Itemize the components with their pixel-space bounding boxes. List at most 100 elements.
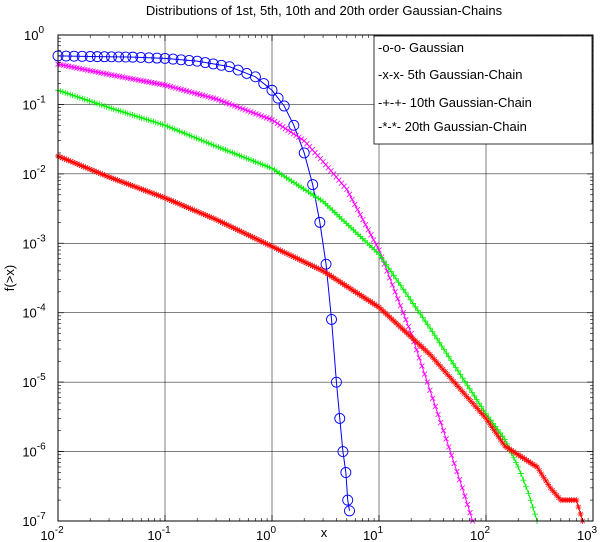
data-point-circle	[120, 51, 132, 63]
data-point-x	[389, 282, 396, 288]
data-point-star	[223, 221, 230, 228]
data-point-star	[354, 290, 361, 297]
data-point-star	[275, 246, 282, 253]
data-point-star	[271, 244, 278, 251]
data-point-star	[172, 199, 179, 206]
data-point-plus	[174, 127, 181, 134]
data-point-star	[225, 222, 232, 229]
data-point-star	[369, 300, 376, 307]
data-point-plus	[303, 187, 310, 194]
data-point-plus	[91, 99, 98, 106]
data-point-circle	[76, 50, 88, 62]
data-point-star	[429, 353, 436, 360]
data-point-plus	[290, 179, 297, 186]
data-point-plus	[436, 339, 443, 346]
data-point-star	[307, 261, 314, 268]
data-point-star	[153, 191, 160, 198]
data-point-star	[127, 182, 134, 189]
x-tick-label: 102	[470, 525, 490, 542]
data-point-star	[258, 238, 265, 245]
data-point-star	[463, 393, 470, 400]
data-point-star	[162, 194, 168, 201]
data-point-star	[174, 200, 181, 207]
data-point-star	[573, 497, 580, 504]
data-point-star	[189, 206, 196, 213]
y-tick-label: 10-2	[22, 164, 46, 182]
y-tick-label: 10-5	[22, 372, 46, 390]
data-point-star	[266, 242, 273, 249]
data-point-star	[330, 274, 337, 281]
data-point-star	[339, 280, 346, 287]
x-tick-label: 10-1	[147, 525, 171, 542]
data-point-plus	[205, 140, 212, 147]
data-point-star	[213, 216, 220, 223]
data-point-plus	[59, 88, 66, 95]
data-point-plus	[412, 303, 419, 310]
data-point-x	[419, 363, 425, 369]
data-point-plus	[517, 470, 524, 477]
data-point-x	[370, 237, 377, 243]
data-point-plus	[162, 122, 168, 129]
data-point-plus	[278, 171, 285, 178]
data-point-star	[303, 259, 310, 266]
data-point-star	[116, 178, 123, 185]
data-point-star	[247, 233, 254, 240]
data-point-plus	[471, 392, 478, 399]
data-point-star	[95, 169, 102, 176]
series-layer	[52, 50, 586, 524]
data-point-star	[439, 366, 446, 373]
data-point-plus	[402, 289, 409, 296]
data-point-x	[392, 289, 398, 295]
data-point-x	[467, 509, 473, 516]
data-point-circle	[340, 467, 352, 478]
data-point-star	[238, 228, 245, 235]
data-point-plus	[101, 102, 108, 109]
data-point-star	[273, 245, 280, 252]
data-point-star	[166, 196, 173, 203]
data-point-star	[89, 167, 96, 174]
data-point-star	[480, 412, 487, 419]
data-point-star	[91, 167, 98, 174]
data-point-star	[118, 178, 125, 185]
data-point-star	[542, 477, 549, 484]
data-point-star	[217, 218, 224, 225]
data-point-star	[159, 194, 166, 201]
data-point-plus	[286, 176, 293, 183]
data-point-star	[523, 457, 530, 464]
data-point-star	[545, 481, 552, 488]
data-point-star	[431, 356, 438, 363]
data-point-x	[352, 201, 358, 208]
legend: -o-o- Gaussian -x-x- 5th Gaussian-Chain -+…	[373, 35, 593, 145]
data-point-star	[315, 265, 322, 272]
data-point-x	[443, 436, 449, 442]
data-point-x	[397, 302, 404, 309]
data-point-star	[288, 252, 295, 259]
data-point-star	[367, 298, 374, 305]
data-point-star	[210, 215, 217, 222]
data-point-star	[84, 165, 91, 172]
data-point-star	[80, 163, 87, 170]
data-point-star	[452, 381, 459, 388]
data-point-star	[241, 229, 248, 236]
data-point-x	[362, 221, 369, 228]
data-point-plus	[169, 125, 176, 132]
data-point-x	[277, 122, 283, 128]
data-point-circle	[68, 50, 80, 62]
data-point-star	[350, 287, 357, 294]
data-point-plus	[298, 184, 305, 191]
data-point-star	[474, 405, 481, 412]
data-point-star	[236, 227, 243, 234]
data-point-star	[536, 467, 543, 474]
data-point-star	[317, 266, 324, 273]
data-point-plus	[283, 174, 290, 181]
y-tick-label: 10-1	[22, 94, 46, 112]
data-point-plus	[376, 251, 382, 258]
data-point-circle	[344, 505, 355, 517]
data-point-plus	[293, 181, 300, 188]
data-point-star	[575, 504, 582, 511]
data-point-star	[512, 450, 519, 457]
data-point-plus	[450, 360, 457, 367]
y-tick-label: 100	[24, 25, 44, 43]
data-point-circle	[106, 51, 117, 63]
series-3	[55, 87, 541, 524]
